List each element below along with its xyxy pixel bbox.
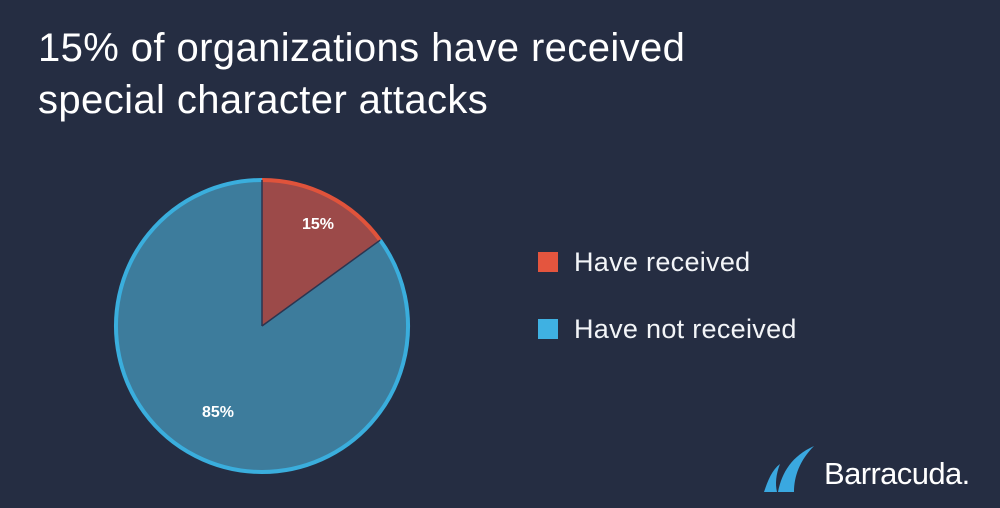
pie-slice-edge-have-not-received: [114, 178, 410, 474]
legend-label-have-received: Have received: [574, 246, 751, 277]
barracuda-logo: Barracuda.: [762, 438, 970, 494]
chart-title-line-2: special character attacks: [38, 78, 489, 122]
legend-item-have-received: Have received: [538, 244, 797, 280]
chart-title-line-1: 15% of organizations have received: [38, 26, 686, 70]
chart-title: 15% of organizations have received speci…: [38, 22, 938, 126]
legend-item-have-not-received: Have not received: [538, 311, 797, 347]
barracuda-logo-text: Barracuda.: [824, 456, 970, 491]
pie-data-label-have-received: 15%: [302, 216, 334, 233]
legend-swatch-have-received: [538, 252, 558, 272]
legend-label-have-not-received: Have not received: [574, 313, 797, 344]
barracuda-fin-icon: [764, 446, 814, 492]
pie-slice-have-received: [262, 180, 381, 326]
pie-separator: [261, 239, 381, 327]
legend-swatch-have-not-received: [538, 319, 558, 339]
pie-slice-edge-have-received: [261, 178, 382, 242]
legend: Have received Have not received: [538, 244, 797, 378]
pie-data-label-have-not-received: 85%: [202, 404, 234, 421]
